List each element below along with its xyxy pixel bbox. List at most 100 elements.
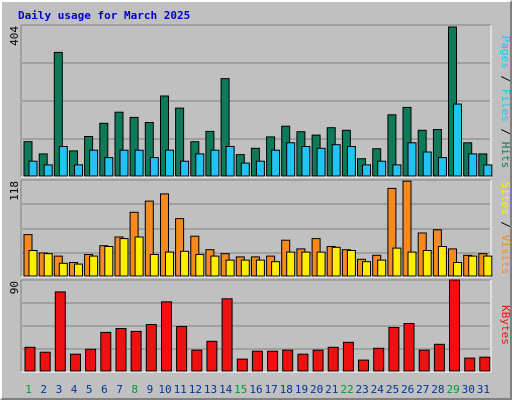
bar-sites-day-30 — [468, 255, 478, 277]
day-label-6: 6 — [101, 383, 108, 396]
bar-kbytes-day-16 — [251, 350, 263, 372]
bar-sites-day-18 — [286, 251, 296, 277]
bar-sites-day-2 — [43, 253, 53, 277]
bar-sites-day-20 — [316, 251, 326, 277]
bar-files-day-13 — [210, 149, 220, 177]
bar-kbytes-day-8 — [130, 330, 142, 372]
day-label-25: 25 — [386, 383, 399, 396]
bar-hits-day-14 — [220, 78, 230, 177]
day-label-14: 14 — [219, 383, 233, 396]
bar-kbytes-day-19 — [297, 353, 309, 372]
day-label-28: 28 — [431, 383, 444, 396]
bar-files-day-6 — [104, 157, 114, 177]
day-label-23: 23 — [355, 383, 368, 396]
bar-kbytes-day-18 — [282, 349, 294, 372]
series-legend: Pages / Files / Hits — [499, 36, 512, 169]
bar-kbytes-day-11 — [176, 326, 188, 372]
day-label-11: 11 — [174, 383, 187, 396]
bar-sites-day-19 — [301, 251, 311, 277]
bar-visits-day-9 — [144, 200, 154, 277]
day-label-24: 24 — [371, 383, 385, 396]
bar-files-day-9 — [149, 157, 159, 177]
day-label-18: 18 — [280, 383, 293, 396]
bar-kbytes-day-4 — [70, 353, 81, 372]
legend-separator: / — [499, 69, 512, 89]
bar-kbytes-day-13 — [206, 340, 218, 372]
bar-sites-day-9 — [149, 254, 159, 277]
bar-files-day-1 — [28, 160, 38, 177]
bar-sites-day-27 — [422, 250, 432, 277]
bar-files-day-27 — [422, 151, 432, 177]
bar-files-day-4 — [74, 164, 83, 177]
bar-kbytes-day-27 — [418, 349, 430, 372]
bar-hits-day-4 — [69, 150, 78, 177]
bar-kbytes-day-22 — [342, 341, 354, 372]
day-label-15: 15 — [234, 383, 247, 396]
bar-files-day-17 — [271, 149, 281, 177]
bar-files-day-24 — [377, 160, 387, 177]
bar-files-day-8 — [134, 149, 144, 177]
bar-hits-day-26 — [402, 106, 412, 177]
bar-kbytes-day-14 — [221, 298, 233, 372]
bar-kbytes-day-9 — [145, 324, 157, 372]
day-label-2: 2 — [40, 383, 47, 396]
bar-sites-day-4 — [74, 263, 83, 277]
day-label-7: 7 — [116, 383, 123, 396]
y-scale-label: 118 — [8, 181, 21, 201]
bar-files-day-30 — [468, 153, 478, 177]
bar-files-day-5 — [89, 149, 99, 177]
legend-files: Files — [499, 89, 512, 122]
day-label-20: 20 — [310, 383, 323, 396]
bar-files-day-26 — [407, 142, 417, 177]
bar-sites-day-13 — [210, 255, 220, 277]
bar-files-day-7 — [119, 149, 129, 177]
bar-files-day-3 — [58, 146, 68, 177]
bar-sites-day-5 — [89, 255, 99, 277]
bar-kbytes-day-1 — [24, 346, 36, 372]
bar-kbytes-day-29 — [449, 279, 460, 372]
bar-hits-day-11 — [175, 107, 185, 177]
bar-sites-day-17 — [271, 261, 281, 277]
day-label-30: 30 — [462, 383, 475, 396]
bar-hits-day-8 — [129, 116, 139, 177]
bar-files-day-19 — [301, 146, 311, 177]
bar-files-day-29 — [453, 103, 462, 177]
bar-files-day-31 — [483, 164, 493, 177]
day-label-19: 19 — [295, 383, 308, 396]
day-label-4: 4 — [71, 383, 78, 396]
bar-files-day-12 — [195, 153, 205, 177]
bar-sites-day-31 — [483, 255, 493, 277]
bar-kbytes-day-25 — [388, 327, 400, 372]
day-label-10: 10 — [158, 383, 171, 396]
bar-kbytes-day-2 — [39, 351, 51, 372]
bar-sites-day-22 — [346, 250, 356, 277]
bar-files-day-21 — [331, 144, 341, 177]
y-scale-label: 90 — [8, 281, 21, 294]
series-legend: Sites / Visits — [499, 182, 512, 275]
bar-visits-day-10 — [160, 193, 169, 277]
bar-files-day-18 — [286, 142, 296, 177]
bar-kbytes-day-24 — [373, 347, 385, 372]
bar-visits-day-25 — [387, 187, 397, 277]
bar-files-day-25 — [392, 164, 402, 177]
day-label-22: 22 — [340, 383, 353, 396]
bar-sites-day-15 — [240, 259, 250, 277]
day-label-9: 9 — [147, 383, 154, 396]
bar-sites-day-1 — [28, 250, 38, 277]
legend-hits: Hits — [499, 142, 512, 169]
bar-files-day-11 — [180, 160, 190, 177]
bar-sites-day-11 — [180, 250, 190, 277]
bar-sites-day-12 — [195, 254, 205, 277]
legend-separator: / — [499, 215, 512, 235]
bar-kbytes-day-26 — [403, 323, 415, 372]
bar-kbytes-day-17 — [267, 350, 279, 372]
day-label-3: 3 — [56, 383, 63, 396]
bar-kbytes-day-28 — [433, 343, 445, 372]
bar-kbytes-day-21 — [327, 346, 339, 372]
bar-files-day-2 — [43, 164, 53, 177]
bar-sites-day-8 — [134, 236, 144, 277]
bar-kbytes-day-10 — [161, 301, 172, 372]
bar-files-day-23 — [362, 164, 371, 177]
